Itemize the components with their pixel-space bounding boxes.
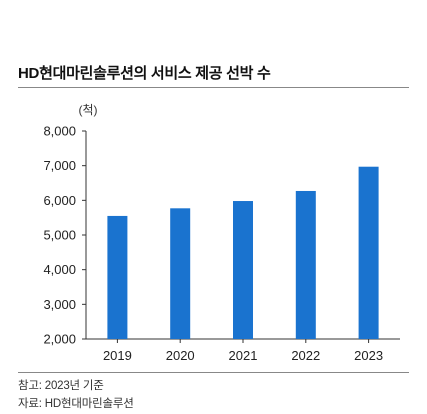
top-rule — [18, 87, 409, 88]
y-tick-label: 6,000 — [43, 193, 76, 208]
chart-title: HD현대마린솔루션의 서비스 제공 선박 수 — [18, 65, 271, 82]
x-axis: 2019 2020 2021 2022 2023 — [86, 338, 400, 363]
bar — [107, 215, 128, 339]
x-tick-label: 2020 — [166, 348, 195, 363]
y-tick-label: 8,000 — [43, 124, 76, 139]
y-tick-label: 4,000 — [43, 262, 76, 277]
y-tick-label: 7,000 — [43, 158, 76, 173]
footnote-source: 자료: HD현대마린솔루션 — [18, 398, 134, 410]
y-tick-label: 5,000 — [43, 228, 76, 243]
bar — [295, 190, 316, 339]
y-tick-label: 3,000 — [43, 297, 76, 312]
x-tick-label: 2019 — [103, 348, 132, 363]
y-tick-label: 2,000 — [43, 332, 76, 347]
x-tick-label: 2022 — [291, 348, 320, 363]
x-tick-label: 2023 — [354, 348, 383, 363]
footnote-note: 참고: 2023년 기준 — [18, 380, 104, 392]
bar — [358, 166, 379, 339]
bottom-rule — [18, 372, 409, 373]
y-axis: 2,000 3,000 4,000 5,000 6,000 7,000 8,000 — [43, 124, 87, 347]
x-tick-label: 2021 — [229, 348, 258, 363]
bars-group — [107, 166, 379, 339]
y-unit-label: (척) — [78, 103, 97, 117]
bar — [233, 201, 253, 339]
bar — [170, 208, 191, 339]
